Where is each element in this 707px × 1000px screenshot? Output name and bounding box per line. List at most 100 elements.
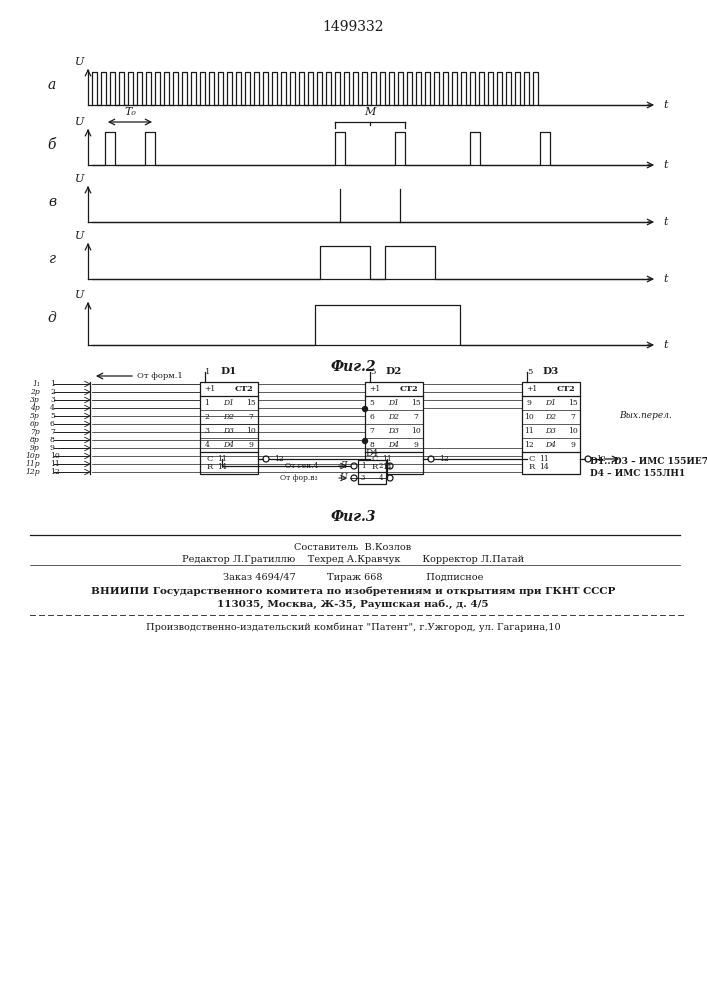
Text: 5: 5 [370, 399, 375, 407]
Text: 8: 8 [50, 436, 55, 444]
Circle shape [363, 406, 368, 412]
Text: г: г [49, 252, 56, 266]
Text: C: C [207, 455, 214, 463]
Text: 12: 12 [439, 455, 449, 463]
Text: 9: 9 [571, 441, 575, 449]
Text: 15: 15 [568, 399, 578, 407]
Text: От фор.в₃: От фор.в₃ [281, 474, 318, 482]
Text: 2: 2 [204, 413, 209, 421]
Text: 15: 15 [246, 399, 256, 407]
Text: U: U [76, 231, 85, 241]
Text: D1: D1 [223, 399, 235, 407]
Text: 9: 9 [414, 441, 419, 449]
Text: 8: 8 [370, 441, 375, 449]
Text: 12р: 12р [25, 468, 40, 476]
Text: 14: 14 [539, 463, 549, 471]
Text: 12: 12 [50, 468, 60, 476]
Bar [365, 382, 423, 474]
Text: +1: +1 [369, 385, 380, 393]
Text: T₀: T₀ [124, 107, 136, 117]
Text: D4 – ИМС 155ЛН1: D4 – ИМС 155ЛН1 [590, 470, 685, 479]
Text: От ген.4: От ген.4 [285, 462, 318, 470]
Text: 11: 11 [50, 460, 60, 468]
Text: D4: D4 [389, 441, 399, 449]
Text: 1: 1 [204, 399, 209, 407]
Text: Фиг.3: Фиг.3 [330, 510, 375, 524]
Text: 11: 11 [382, 455, 392, 463]
Text: 10: 10 [568, 427, 578, 435]
Text: а: а [48, 78, 56, 92]
Bar [522, 382, 580, 474]
Text: 5р: 5р [30, 412, 40, 420]
Text: U: U [339, 474, 347, 483]
Text: t: t [663, 340, 667, 350]
Text: 7: 7 [571, 413, 575, 421]
Text: 7р: 7р [30, 428, 40, 436]
Text: CT2: CT2 [235, 385, 253, 393]
Text: 10р: 10р [25, 452, 40, 460]
Text: 2р: 2р [30, 388, 40, 396]
Text: C: C [529, 455, 535, 463]
Text: U: U [76, 174, 85, 184]
Text: D3: D3 [223, 427, 235, 435]
Bar [200, 382, 258, 474]
Text: 5: 5 [50, 412, 55, 420]
Text: 9: 9 [249, 441, 253, 449]
Text: Вых.перел.: Вых.перел. [619, 412, 672, 420]
Text: 5: 5 [527, 368, 532, 376]
Text: 113035, Москва, Ж-35, Раушская наб., д. 4/5: 113035, Москва, Ж-35, Раушская наб., д. … [217, 599, 489, 609]
Text: U: U [76, 290, 85, 300]
Text: 3р: 3р [30, 396, 40, 404]
Text: D4: D4 [546, 441, 556, 449]
Text: U: U [76, 57, 85, 67]
Text: 4: 4 [50, 404, 55, 412]
Text: 1: 1 [50, 380, 55, 388]
Text: D3: D3 [543, 367, 559, 376]
Text: 6р: 6р [30, 420, 40, 428]
Text: R: R [529, 463, 535, 471]
Text: t: t [663, 217, 667, 227]
Text: 10: 10 [524, 413, 534, 421]
Text: 3: 3 [50, 396, 55, 404]
Text: 14: 14 [382, 463, 392, 471]
Text: 9: 9 [527, 399, 532, 407]
Text: D4: D4 [223, 441, 235, 449]
Text: C: C [372, 455, 378, 463]
Text: Заказ 4694/47          Тираж 668              Подписное: Заказ 4694/47 Тираж 668 Подписное [223, 573, 483, 582]
Text: 7: 7 [50, 428, 55, 436]
Circle shape [363, 438, 368, 444]
Text: 11: 11 [539, 455, 549, 463]
Text: 2: 2 [50, 388, 55, 396]
Text: 11р: 11р [25, 460, 40, 468]
Text: ВНИИПИ Государственного комитета по изобретениям и открытиям при ГКНТ СССР: ВНИИПИ Государственного комитета по изоб… [90, 587, 615, 596]
Text: 15: 15 [411, 399, 421, 407]
Text: D1: D1 [221, 367, 237, 376]
Text: +1: +1 [527, 385, 537, 393]
Text: D1: D1 [389, 399, 399, 407]
Text: 12: 12 [524, 441, 534, 449]
Text: 11: 11 [217, 455, 227, 463]
Text: D1: D1 [546, 399, 556, 407]
Text: t: t [663, 274, 667, 284]
Text: Производственно-издательский комбинат "Патент", г.Ужгород, ул. Гагарина,10: Производственно-издательский комбинат "П… [146, 623, 561, 633]
Text: 2: 2 [379, 462, 383, 470]
Text: 14: 14 [217, 463, 227, 471]
Text: 4: 4 [379, 474, 383, 482]
Text: D3: D3 [546, 427, 556, 435]
Text: 5: 5 [370, 368, 375, 376]
Text: 4: 4 [204, 441, 209, 449]
Text: Составитель  В.Козлов: Составитель В.Козлов [294, 543, 411, 552]
Text: Л: Л [339, 462, 346, 471]
Text: 12: 12 [596, 455, 606, 463]
Text: 1₁: 1₁ [32, 380, 40, 388]
Bar [358, 460, 386, 484]
Text: D4: D4 [366, 450, 378, 458]
Text: 10: 10 [50, 452, 60, 460]
Text: D3: D3 [389, 427, 399, 435]
Text: Фиг.2: Фиг.2 [330, 360, 375, 374]
Text: D2: D2 [389, 413, 399, 421]
Text: R: R [372, 463, 378, 471]
Text: 3: 3 [204, 427, 209, 435]
Text: 7: 7 [414, 413, 419, 421]
Text: в: в [48, 195, 56, 209]
